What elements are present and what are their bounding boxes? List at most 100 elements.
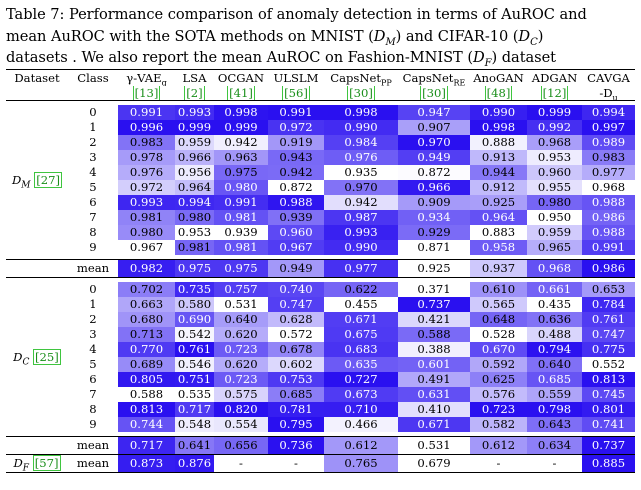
citation-link[interactable]: [48] (484, 86, 513, 100)
auroc-cell: 0.980 (527, 195, 582, 210)
mean-row: DF [57] mean 0.873 0.876- -0.765 0.679- -0.885 (6, 454, 635, 473)
header-ref-2[interactable]: [41] (214, 86, 268, 101)
auroc-cell: 0.968 (527, 135, 582, 150)
citation-link[interactable]: [13] (132, 86, 161, 100)
auroc-cell: 0.565 (470, 297, 527, 312)
header-ref-5[interactable]: [30] (398, 86, 470, 101)
table-row: 6 0.805 0.751 0.723 0.753 0.727 0.491 0.625 0.68… (6, 372, 635, 387)
citation-link[interactable]: [2] (184, 86, 205, 100)
table-row: 8 0.813 0.717 0.820 0.781 0.710 0.410 0.723 0.79… (6, 402, 635, 417)
class-id: 8 (89, 225, 97, 239)
auroc-cell: 0.663 (118, 297, 175, 312)
auroc-cell: 0.813 (118, 402, 175, 417)
auroc-cell: 0.572 (268, 327, 324, 342)
auroc-cell: 0.690 (175, 312, 214, 327)
auroc-cell: 0.648 (470, 312, 527, 327)
header-ref-8[interactable]: -Du (582, 86, 635, 101)
auroc-cell: 0.631 (398, 387, 470, 402)
auroc-cell: 0.388 (398, 342, 470, 357)
auroc-cell: 0.727 (324, 372, 398, 387)
mean-cell: 0.679 (398, 454, 470, 473)
header-ref-3[interactable]: [56] (268, 86, 324, 101)
auroc-cell: 0.737 (398, 297, 470, 312)
auroc-cell: 0.588 (118, 387, 175, 402)
citation-link[interactable]: [30] (347, 86, 375, 100)
auroc-cell: 0.723 (214, 342, 268, 357)
header-ref-4[interactable]: [30] (324, 86, 398, 101)
auroc-cell: 0.976 (118, 165, 175, 180)
auroc-cell: 0.942 (214, 135, 268, 150)
auroc-cell: 0.620 (214, 357, 268, 372)
auroc-cell: 0.992 (527, 120, 582, 135)
auroc-cell: 0.991 (214, 195, 268, 210)
auroc-cell: 0.963 (214, 150, 268, 165)
auroc-cell: 0.955 (527, 180, 582, 195)
class-id: 4 (89, 165, 97, 179)
auroc-cell: 0.958 (470, 240, 527, 255)
auroc-cell: 0.653 (582, 282, 635, 297)
auroc-cell: 0.972 (268, 120, 324, 135)
auroc-cell: 0.872 (398, 165, 470, 180)
auroc-cell: 0.678 (268, 342, 324, 357)
auroc-cell: 0.455 (324, 297, 398, 312)
class-id: 7 (89, 210, 97, 224)
caption-line-2: mean AuROC with the SOTA methods on MNIS… (6, 27, 544, 48)
dataset-citation[interactable]: [25] (33, 348, 61, 365)
auroc-cell: 0.981 (214, 240, 268, 255)
citation-link[interactable]: [30] (420, 86, 448, 100)
auroc-cell: 0.970 (398, 135, 470, 150)
auroc-cell: 0.685 (527, 372, 582, 387)
auroc-cell: 0.661 (527, 282, 582, 297)
auroc-cell: 0.871 (398, 240, 470, 255)
mean-cell: 0.612 (324, 436, 398, 455)
mean-cell: 0.736 (268, 436, 324, 455)
header-ref-7[interactable]: [12] (527, 86, 582, 101)
auroc-cell: 0.689 (118, 357, 175, 372)
auroc-cell: 0.671 (398, 417, 470, 432)
table-row: 7 0.588 0.535 0.575 0.685 0.673 0.631 0.576 0.55… (6, 387, 635, 402)
auroc-cell: 0.956 (175, 165, 214, 180)
auroc-cell: 0.723 (470, 402, 527, 417)
header-method-5: CapsNetRE (398, 69, 470, 86)
auroc-cell: 0.582 (470, 417, 527, 432)
class-id: 9 (89, 417, 97, 431)
auroc-cell: 0.964 (470, 210, 527, 225)
auroc-cell: 0.576 (470, 387, 527, 402)
citation-link[interactable]: [56] (282, 86, 310, 100)
auroc-cell: 0.717 (175, 402, 214, 417)
citation-link[interactable]: [12] (540, 86, 569, 100)
auroc-cell: 0.980 (214, 180, 268, 195)
auroc-cell: 0.939 (268, 210, 324, 225)
dataset-citation[interactable]: [27] (34, 171, 62, 188)
auroc-cell: 0.991 (582, 240, 635, 255)
auroc-cell: 0.942 (268, 165, 324, 180)
header-ref-6[interactable]: [48] (470, 86, 527, 101)
header-ref-1[interactable]: [2] (175, 86, 214, 101)
citation-link[interactable]: [41] (227, 86, 255, 100)
auroc-cell: 0.959 (527, 225, 582, 240)
auroc-cell: 0.784 (582, 297, 635, 312)
mean-cell: 0.968 (527, 259, 582, 278)
auroc-cell: 0.989 (582, 135, 635, 150)
dataset-citation[interactable]: [57] (32, 455, 61, 471)
auroc-cell: 0.990 (324, 120, 398, 135)
header-ref-0[interactable]: [13] (118, 86, 175, 101)
auroc-cell: 0.967 (118, 240, 175, 255)
auroc-cell: 0.993 (118, 195, 175, 210)
auroc-cell: 0.795 (268, 417, 324, 432)
auroc-cell: 0.987 (324, 210, 398, 225)
table-row: 6 0.993 0.994 0.991 0.988 0.942 0.909 0.925 0.98… (6, 195, 635, 210)
table-row: 8 0.980 0.953 0.939 0.960 0.993 0.929 0.883 0.95… (6, 225, 635, 240)
auroc-cell: 0.999 (175, 120, 214, 135)
auroc-cell: 0.975 (214, 165, 268, 180)
header-method-2: OCGAN (214, 69, 268, 86)
auroc-cell: 0.542 (175, 327, 214, 342)
auroc-cell: 0.983 (118, 135, 175, 150)
auroc-cell: 0.622 (324, 282, 398, 297)
mean-cell: 0.656 (214, 436, 268, 455)
auroc-cell: 0.981 (214, 210, 268, 225)
mean-cell: - (268, 454, 324, 473)
auroc-cell: 0.983 (582, 150, 635, 165)
mean-cell: 0.717 (118, 436, 175, 455)
header-method-7: ADGAN (527, 69, 582, 86)
